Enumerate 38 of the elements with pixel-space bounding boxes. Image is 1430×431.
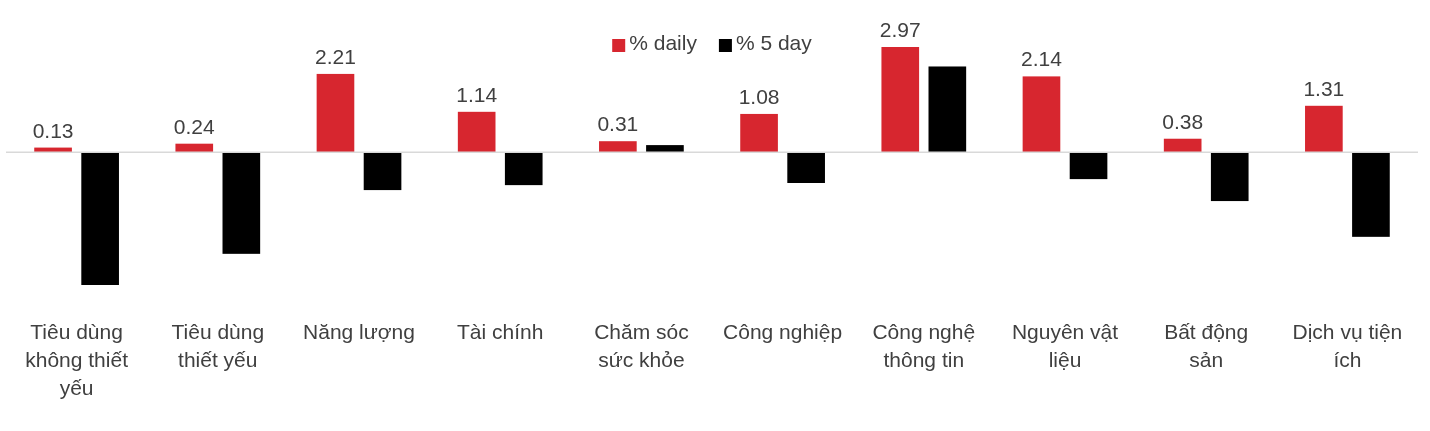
data-label: 2.97 — [879, 18, 921, 41]
data-label: 0.24 — [173, 114, 216, 138]
bar — [1352, 152, 1390, 237]
legend-label: % 5 day — [735, 31, 813, 54]
x-tick-label: Dịch vụ tiện ích — [1292, 320, 1403, 371]
bar — [1069, 152, 1108, 180]
x-tick-label: Nguyên vật liệu — [1011, 320, 1119, 371]
bar — [222, 152, 261, 254]
legend-label: % daily — [629, 31, 698, 54]
x-tick-label: Công nghệ thông tin — [872, 320, 976, 371]
x-tick-label: Chăm sóc sức khỏe — [594, 320, 689, 371]
bar — [316, 73, 355, 153]
data-label: 0.13 — [32, 118, 74, 142]
bar — [928, 66, 967, 153]
bar — [787, 152, 825, 183]
data-label: 1.14 — [456, 82, 498, 106]
bar — [881, 47, 920, 153]
data-label: 1.08 — [738, 84, 780, 108]
bar — [363, 152, 402, 191]
x-tick-label: Tài chính — [457, 320, 544, 343]
x-tick-label: Tiêu dùng thiết yếu — [171, 320, 265, 371]
bar — [81, 152, 119, 285]
data-label: 0.31 — [597, 112, 639, 136]
data-label: 0.38 — [1162, 109, 1204, 133]
bar — [457, 111, 496, 153]
bar — [599, 141, 637, 153]
bar — [1022, 76, 1061, 153]
bar — [1305, 105, 1343, 153]
data-label: 2.14 — [1021, 47, 1063, 71]
data-label: 2.21 — [315, 44, 356, 68]
x-tick-label: Công nghiệp — [723, 320, 843, 343]
bar — [740, 113, 778, 153]
x-tick-label: Năng lượng — [303, 320, 415, 343]
x-tick-label: Tiêu dùng không thiết yếu — [25, 320, 129, 399]
data-label: 1.31 — [1303, 76, 1345, 100]
bar — [504, 152, 543, 186]
x-tick-label: Bất động sản — [1164, 320, 1249, 371]
bar — [1210, 152, 1249, 202]
